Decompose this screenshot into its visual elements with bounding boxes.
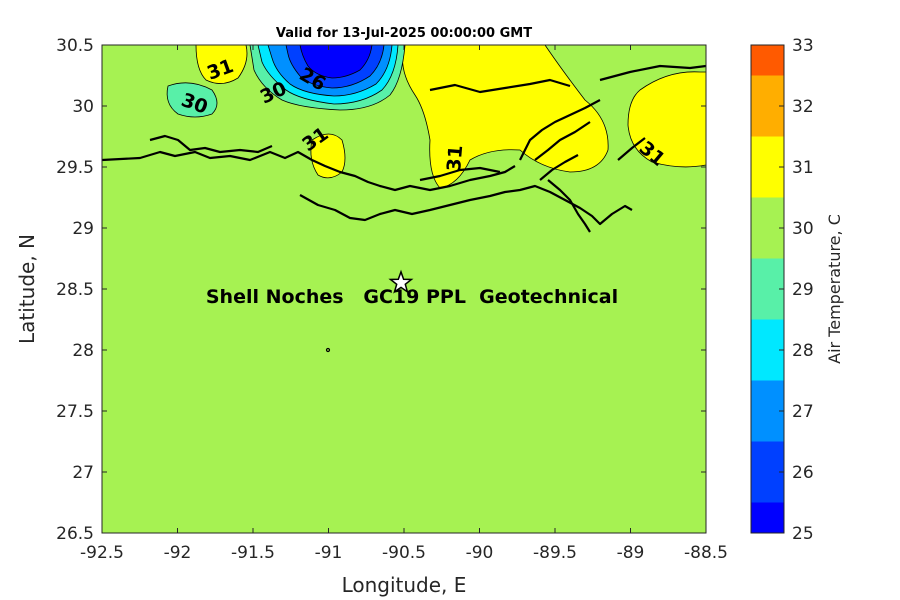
colorbar-tick-label: 25 — [792, 524, 814, 544]
x-tick-label: -90 — [466, 543, 494, 563]
colorbar-tick-label: 33 — [792, 36, 814, 56]
plot-area: 31 30 30 26 31 31 31 Shell Noches GC19 P… — [102, 45, 706, 533]
colorbar-tick-label: 26 — [792, 463, 814, 483]
colorbar-tick-label: 27 — [792, 402, 814, 422]
y-tick-label: 29.5 — [56, 158, 94, 178]
coastline — [102, 64, 706, 353]
colorbar-band — [751, 45, 784, 76]
site-star-marker — [388, 269, 414, 294]
y-axis-label: Latitude, N — [15, 234, 39, 344]
x-tick-label: -88.5 — [684, 543, 728, 563]
colorbar-band — [751, 197, 784, 259]
x-tick-label: -89.5 — [533, 543, 577, 563]
colorbar-tick-label: 28 — [792, 341, 814, 361]
y-tick-label: 28.5 — [56, 280, 94, 300]
y-axis: 30.5 30 29.5 29 28.5 28 27.5 27 26.5 — [56, 36, 706, 544]
map-title: Valid for 13-Jul-2025 00:00:00 GMT — [276, 26, 532, 41]
colorbar-band — [751, 441, 784, 503]
warm-region-east — [627, 71, 706, 168]
colorbar-band — [751, 136, 784, 198]
contour-label: 31 — [443, 144, 467, 172]
x-tick-label: -91.5 — [231, 543, 275, 563]
warm-region-northwest — [195, 45, 248, 84]
colorbar-band — [751, 319, 784, 381]
y-tick-label: 27.5 — [56, 402, 94, 422]
colorbar-tick-label: 29 — [792, 280, 814, 300]
y-tick-label: 30.5 — [56, 36, 94, 56]
colorbar-band — [751, 75, 784, 137]
warm-regions — [195, 45, 706, 189]
x-tick-label: -92.5 — [80, 543, 124, 563]
x-axis-label: Longitude, E — [342, 573, 467, 597]
y-tick-label: 30 — [72, 97, 94, 117]
colorbar — [751, 45, 784, 533]
colorbar-label: Air Temperature, C — [825, 214, 844, 364]
colorbar-band — [751, 258, 784, 320]
colorbar-tick-label: 30 — [792, 219, 814, 239]
x-axis: -92.5 -92 -91.5 -91 -90.5 -90 -89.5 -89 -88.5 — [80, 45, 728, 563]
x-tick-label: -91 — [315, 543, 343, 563]
warm-region-north-central — [402, 45, 609, 189]
x-tick-label: -89 — [617, 543, 645, 563]
y-tick-label: 26.5 — [56, 524, 94, 544]
cool-patch-west — [166, 82, 218, 118]
colorbar-band — [751, 380, 784, 442]
colorbar-tick-label: 32 — [792, 97, 814, 117]
cold-region — [166, 45, 406, 118]
cold-band-25 — [299, 45, 373, 79]
site-annotation: Shell Noches GC19 PPL Geotechnical — [206, 286, 618, 308]
colorbar-ticks: 33 32 31 30 29 28 27 26 25 — [779, 36, 814, 544]
x-tick-label: -92 — [164, 543, 192, 563]
colorbar-band — [751, 502, 784, 533]
colorbar-tick-label: 31 — [792, 158, 814, 178]
y-tick-label: 29 — [72, 219, 94, 239]
x-tick-label: -90.5 — [382, 543, 426, 563]
y-tick-label: 28 — [72, 341, 94, 361]
y-tick-label: 27 — [72, 463, 94, 483]
